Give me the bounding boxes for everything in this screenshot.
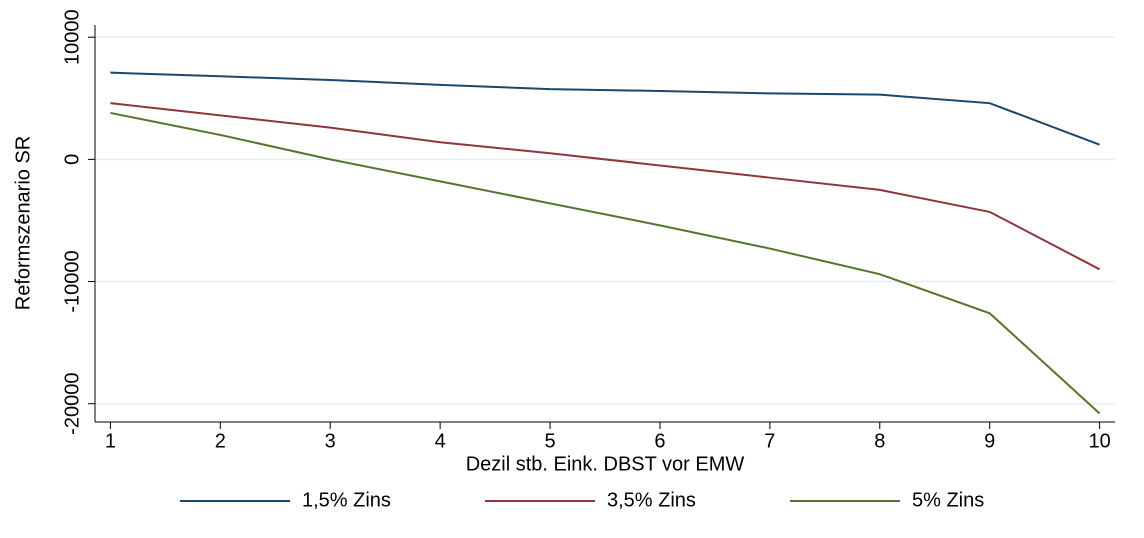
- x-tick-label: 3: [325, 430, 336, 452]
- x-tick-label: 4: [435, 430, 446, 452]
- data-line: [110, 102, 1101, 271]
- x-tick-label: 6: [654, 430, 665, 452]
- legend-label: 5% Zins: [912, 489, 984, 511]
- data-line: [110, 71, 1100, 146]
- data-line: [110, 111, 1101, 415]
- x-tick-label: 1: [105, 430, 116, 452]
- y-tick-label: 10000: [61, 9, 83, 65]
- y-axis-title: Reformszenario SR: [12, 136, 34, 311]
- legend-label: 1,5% Zins: [302, 489, 391, 511]
- x-tick-label: 9: [984, 430, 995, 452]
- y-tick-label: -10000: [61, 250, 83, 312]
- y-tick-label: 0: [61, 154, 83, 165]
- x-axis-title: Dezil stb. Eink. DBST vor EMW: [466, 453, 745, 475]
- x-tick-label: 7: [764, 430, 775, 452]
- legend-label: 3,5% Zins: [607, 489, 696, 511]
- x-tick-label: 5: [544, 430, 555, 452]
- y-tick-label: -20000: [61, 373, 83, 435]
- x-tick-label: 2: [215, 430, 226, 452]
- x-tick-label: 10: [1088, 430, 1110, 452]
- x-tick-label: 8: [874, 430, 885, 452]
